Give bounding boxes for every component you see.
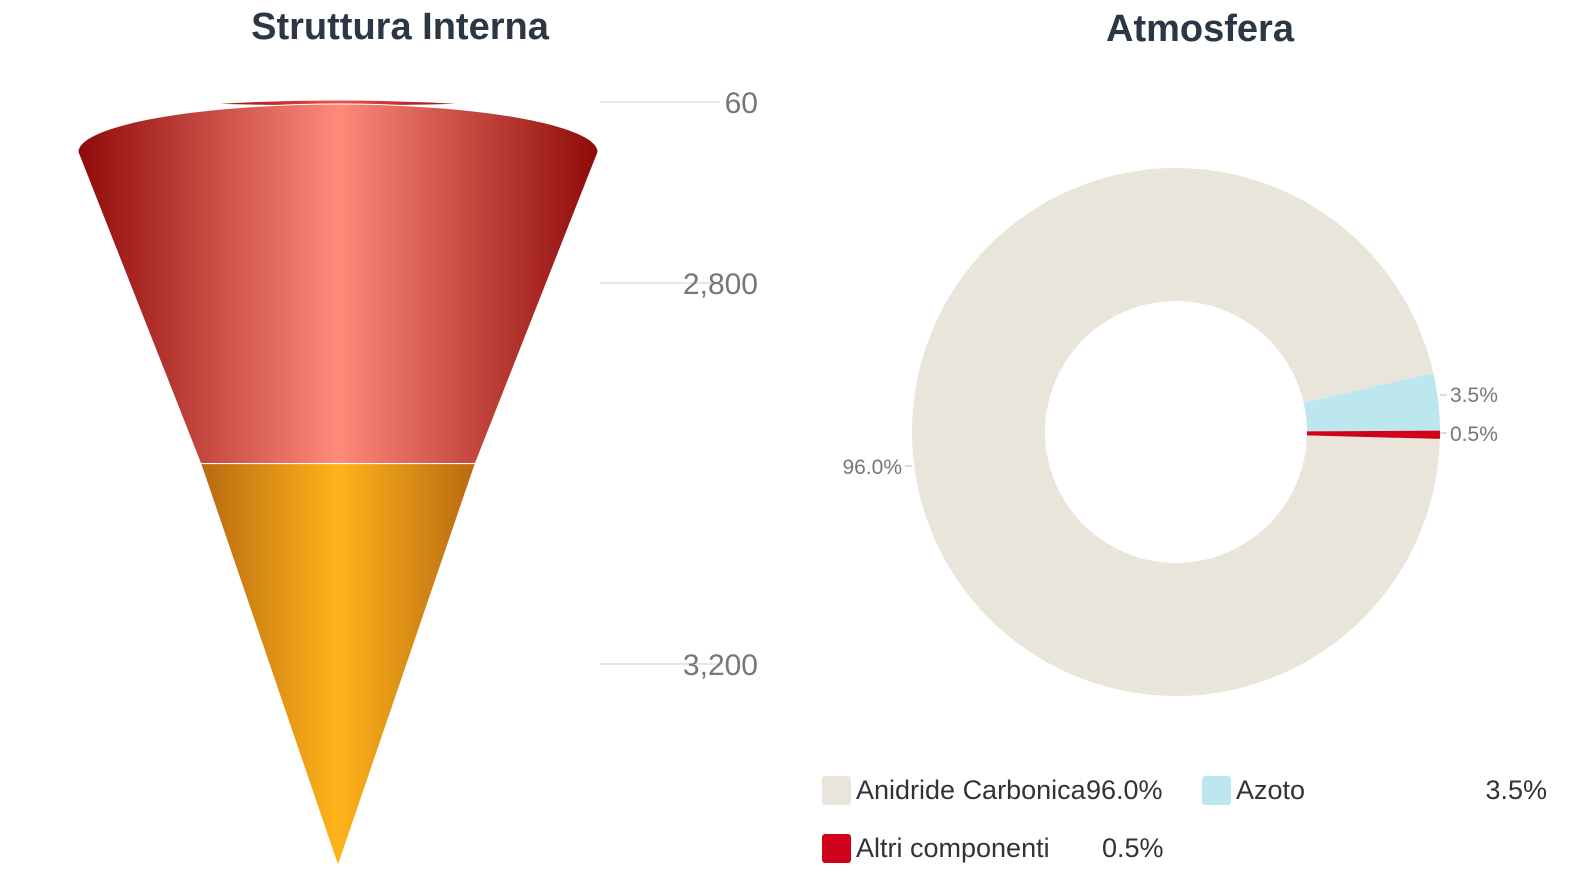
legend-item-label: Anidride Carbonica <box>856 775 1086 805</box>
legend-item-value: 96.0% <box>1086 775 1163 805</box>
legend-item-label: Azoto <box>1236 775 1306 805</box>
donut-slice-label: 0.5% <box>1450 423 1498 446</box>
donut-slice-azoto[interactable] <box>1303 373 1440 432</box>
donut-slice-label: 3.5% <box>1450 384 1498 407</box>
donut-slice-anidride-carbonica[interactable] <box>912 168 1440 697</box>
legend-swatch <box>822 834 851 863</box>
donut-slice-altri-componenti[interactable] <box>1306 430 1440 439</box>
funnel-chart: 60 2,800 3,200 <box>77 87 758 868</box>
funnel-tick-label: 60 <box>725 87 758 120</box>
legend-row: Altri componenti 0.5% <box>822 828 1582 886</box>
legend-item-label: Altri componenti <box>856 833 1050 863</box>
funnel-tick-label: 3,200 <box>683 649 758 682</box>
legend-swatch <box>822 776 851 805</box>
funnel-layer-mantle[interactable] <box>77 103 599 465</box>
legend-item-azoto[interactable]: Azoto 3.5% <box>1202 770 1547 810</box>
donut-legend: Anidride Carbonica 96.0% Azoto 3.5% Altr… <box>822 770 1582 886</box>
legend-swatch <box>1202 776 1231 805</box>
donut-chart-title: Atmosfera <box>1106 8 1294 50</box>
donut-slice-label: 96.0% <box>842 456 902 479</box>
donut-chart: 96.0% 3.5% 0.5% <box>842 168 1498 697</box>
legend-row: Anidride Carbonica 96.0% Azoto 3.5% <box>822 770 1582 828</box>
funnel-tick-label: 2,800 <box>683 268 758 301</box>
funnel-layer-core[interactable] <box>200 463 476 868</box>
funnel-chart-title: Struttura Interna <box>251 6 549 48</box>
legend-item-value: 3.5% <box>1485 775 1547 805</box>
legend-item-value: 0.5% <box>1102 833 1164 863</box>
